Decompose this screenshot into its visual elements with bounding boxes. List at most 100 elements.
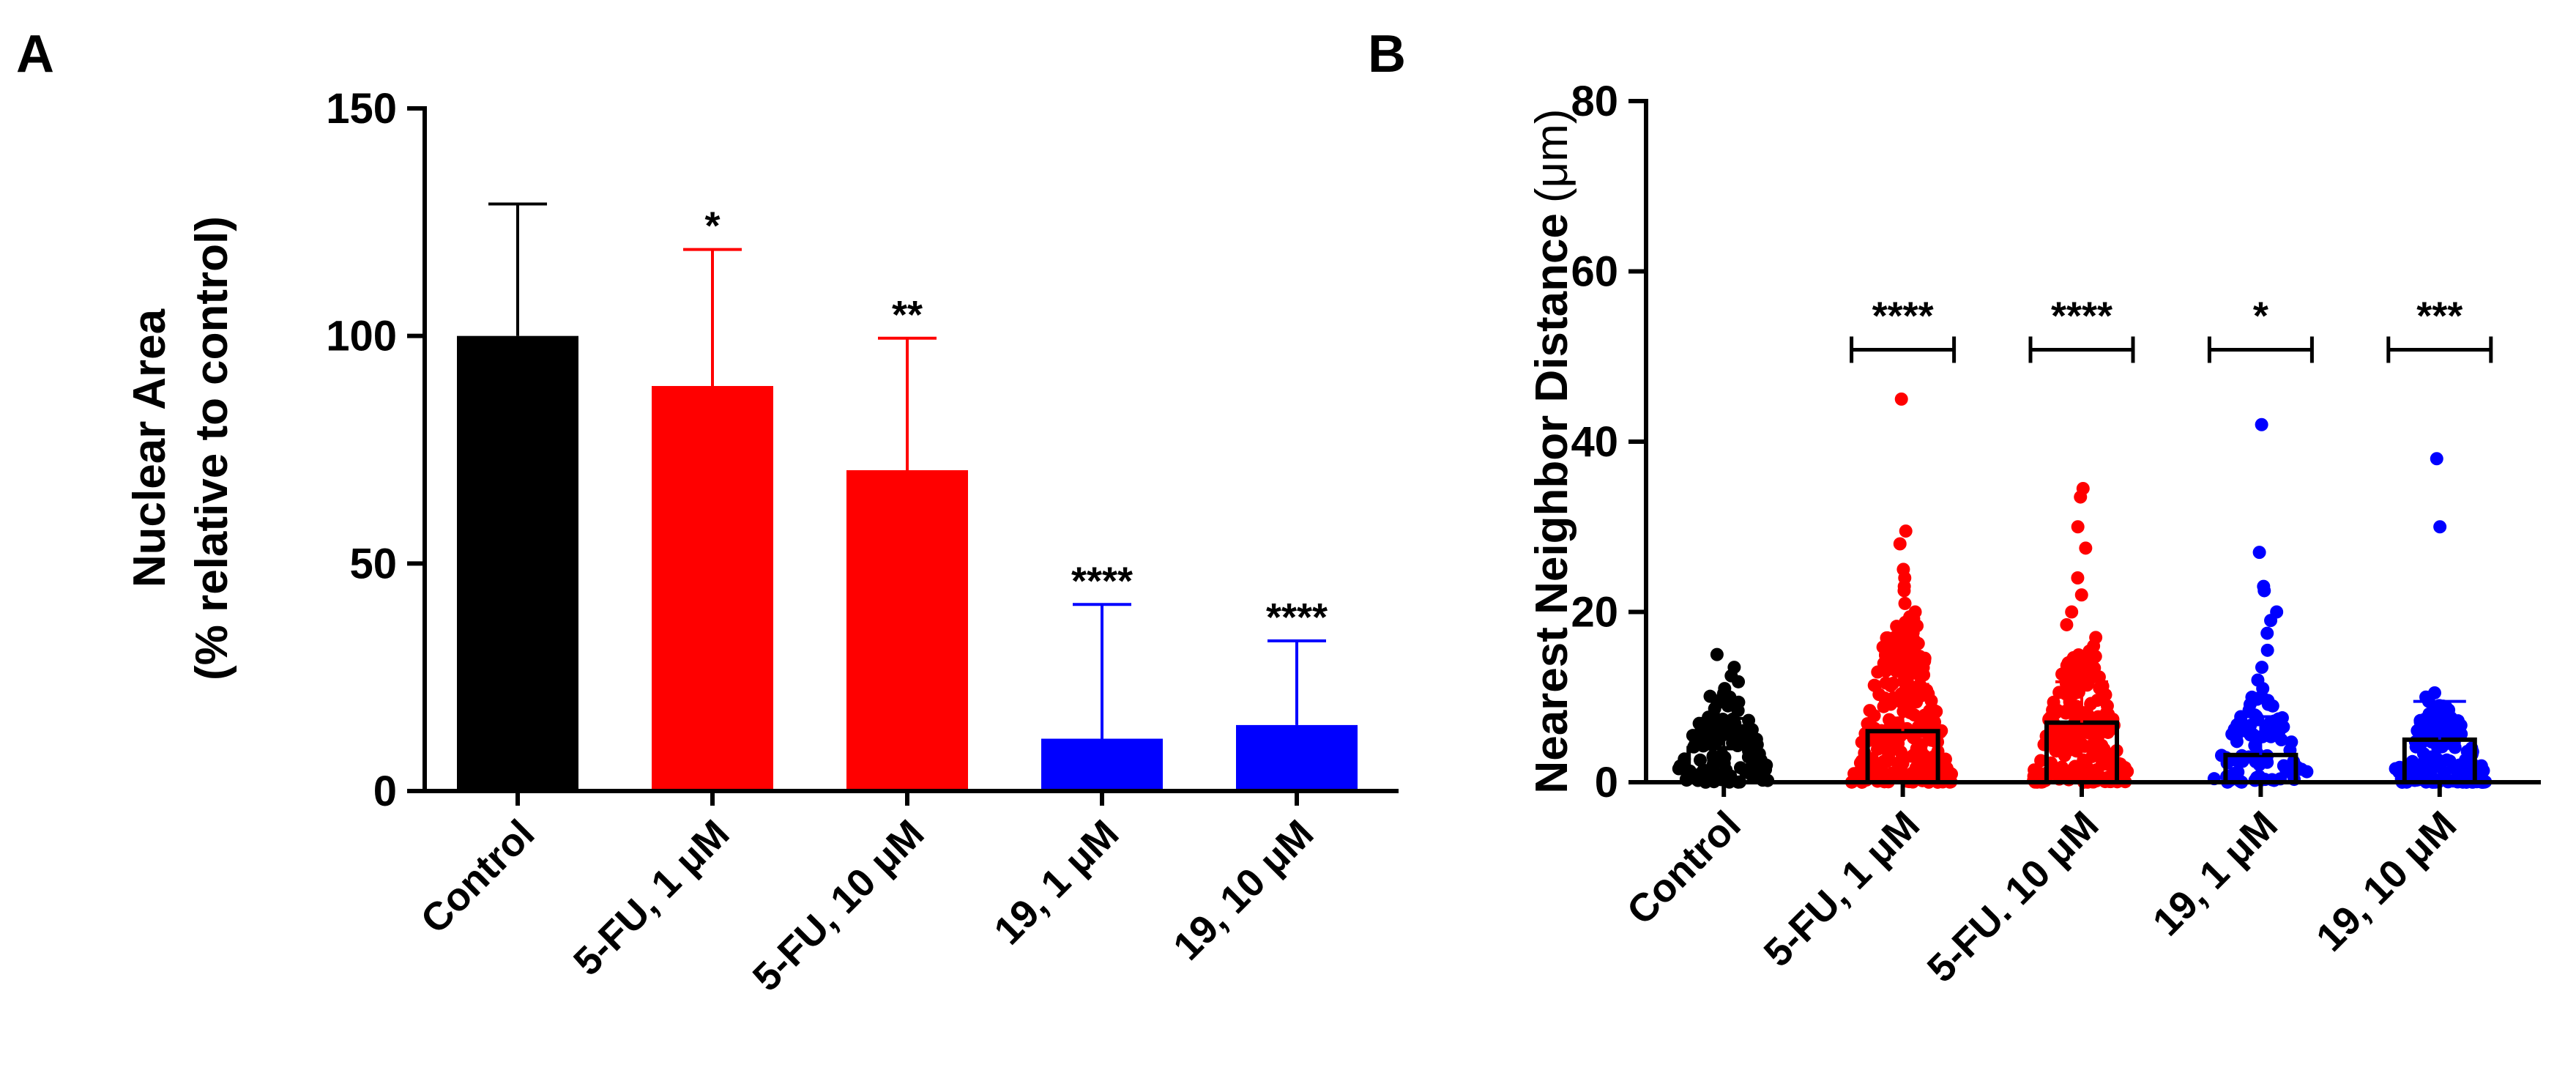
data-point-1-237 xyxy=(1896,757,1910,771)
data-point-2-202 xyxy=(2072,732,2086,746)
data-point-1-204 xyxy=(1883,739,1897,753)
data-point-1-235 xyxy=(1868,679,1882,693)
data-point-1-247 xyxy=(1861,717,1875,731)
data-point-1-256 xyxy=(1863,704,1877,718)
significance-label-3: * xyxy=(2253,294,2268,338)
outlier-point-3-10 xyxy=(2256,682,2270,696)
outlier-point-3-3 xyxy=(2257,584,2271,598)
data-point-1-209 xyxy=(1898,666,1912,680)
data-point-0-105 xyxy=(1708,702,1721,716)
data-point-2-72 xyxy=(2100,699,2114,713)
data-point-2-219 xyxy=(2099,755,2113,769)
outlier-point-2-1 xyxy=(2074,490,2088,504)
data-point-1-250 xyxy=(1876,640,1890,654)
data-point-3-79 xyxy=(2277,759,2290,773)
y-tick-label-0: 0 xyxy=(1595,759,1618,806)
data-point-1-243 xyxy=(1923,704,1937,718)
bar-0 xyxy=(457,335,578,792)
data-point-0-118 xyxy=(1726,698,1740,712)
data-point-3-83 xyxy=(2231,765,2245,779)
data-point-2-170 xyxy=(2069,744,2083,758)
panel-b-y-ticks: 0 20 40 60 80 xyxy=(1571,78,1618,806)
panel-letter-a: A xyxy=(16,25,54,83)
significance-label-3: **** xyxy=(1071,559,1133,603)
data-point-1-239 xyxy=(1872,765,1886,779)
data-point-4-133 xyxy=(2453,764,2467,778)
panel-a-x-ticks: Control 5-FU, 1 μM 5-FU, 10 μM 19, 1 μM 19, … xyxy=(412,812,1322,1000)
outlier-point-1-6 xyxy=(1897,584,1911,598)
data-point-1-249 xyxy=(1855,754,1869,768)
data-point-1-210 xyxy=(1907,618,1921,632)
outlier-point-3-8 xyxy=(2255,661,2268,675)
data-point-2-236 xyxy=(2085,664,2099,678)
data-point-2-220 xyxy=(2092,713,2106,727)
data-point-4-145 xyxy=(2413,715,2427,729)
data-point-0-78 xyxy=(1673,759,1687,773)
data-point-4-139 xyxy=(2424,735,2438,749)
data-point-1-259 xyxy=(1851,768,1865,782)
data-point-2-174 xyxy=(2104,723,2118,737)
bar-2 xyxy=(846,469,968,791)
data-point-1-226 xyxy=(1917,668,1931,682)
data-point-1-258 xyxy=(1906,650,1920,664)
x-tick-label-2: 5-FU, 10 μM xyxy=(745,812,933,1000)
data-point-1-167 xyxy=(1896,653,1910,667)
data-point-3-36 xyxy=(2285,735,2298,749)
outlier-point-0-4 xyxy=(1718,682,1732,696)
y-tick-label-2: 40 xyxy=(1571,418,1618,466)
data-point-2-232 xyxy=(2080,768,2093,782)
panel-b-significance: **** **** * *** xyxy=(1850,294,2493,363)
data-point-4-141 xyxy=(2421,751,2435,765)
y-tick-label-4: 80 xyxy=(1571,78,1618,125)
panel-a-bar-chart: A Nuclear Area (% relative to control) 0… xyxy=(16,25,1399,1000)
data-point-2-235 xyxy=(2062,677,2076,691)
panel-b-axes xyxy=(1628,99,2541,797)
data-point-2-218 xyxy=(2091,730,2105,744)
y-tick-label-0: 0 xyxy=(373,768,397,815)
outlier-point-2-9 xyxy=(2087,639,2101,653)
panel-b-ylabel: Nearest Neighbor Distance (μm) xyxy=(1527,108,1577,793)
outlier-point-2-4 xyxy=(2071,571,2085,584)
outlier-point-3-1 xyxy=(2252,546,2266,560)
data-point-4-118 xyxy=(2454,719,2468,732)
outlier-point-1-2 xyxy=(1893,537,1907,551)
x-tick-label-2: 5-FU. 10 μM xyxy=(1919,803,2107,991)
data-point-1-242 xyxy=(1877,754,1891,768)
y-tick-label-2: 100 xyxy=(326,313,397,360)
outlier-point-4-1 xyxy=(2433,520,2447,534)
bar-4 xyxy=(1236,724,1358,791)
data-point-2-217 xyxy=(2067,767,2081,781)
outlier-point-0-3 xyxy=(1732,675,1746,688)
data-point-0-66 xyxy=(1694,727,1708,740)
outlier-point-3-5 xyxy=(2264,614,2278,628)
panel-b-points xyxy=(1672,392,2493,789)
panel-a-significance: *********** xyxy=(704,204,1328,639)
data-point-2-224 xyxy=(2059,705,2073,719)
outlier-point-0-0 xyxy=(1710,647,1724,661)
significance-label-1: **** xyxy=(1872,294,1934,338)
outlier-point-3-0 xyxy=(2255,417,2268,431)
x-tick-label-0: Control xyxy=(1619,803,1749,933)
y-tick-label-3: 150 xyxy=(326,85,397,133)
data-point-3-89 xyxy=(2263,729,2277,743)
panel-a-y-ticks: 0 50 100 150 xyxy=(326,85,397,815)
panel-b-x-ticks: Control 5-FU, 1 μM5-FU. 10 μM 19, 1 μM 19, … xyxy=(1619,803,2465,991)
data-point-2-214 xyxy=(2066,658,2080,672)
data-point-1-213 xyxy=(1925,768,1939,782)
significance-label-4: *** xyxy=(2416,294,2463,338)
data-point-2-149 xyxy=(2085,749,2099,763)
data-point-0-104 xyxy=(1710,734,1724,748)
outlier-point-2-3 xyxy=(2079,541,2093,555)
data-point-2-198 xyxy=(2034,754,2048,768)
data-point-0-108 xyxy=(1703,689,1717,703)
significance-label-2: **** xyxy=(2051,294,2112,338)
data-point-0-96 xyxy=(1692,716,1706,730)
significance-label-4: **** xyxy=(1266,595,1328,639)
outlier-point-2-2 xyxy=(2071,520,2085,534)
x-tick-label-0: Control xyxy=(412,812,543,942)
data-point-1-225 xyxy=(1903,638,1917,652)
outlier-point-1-1 xyxy=(1899,524,1913,538)
data-point-2-238 xyxy=(2027,769,2041,783)
data-point-3-78 xyxy=(2261,697,2275,711)
